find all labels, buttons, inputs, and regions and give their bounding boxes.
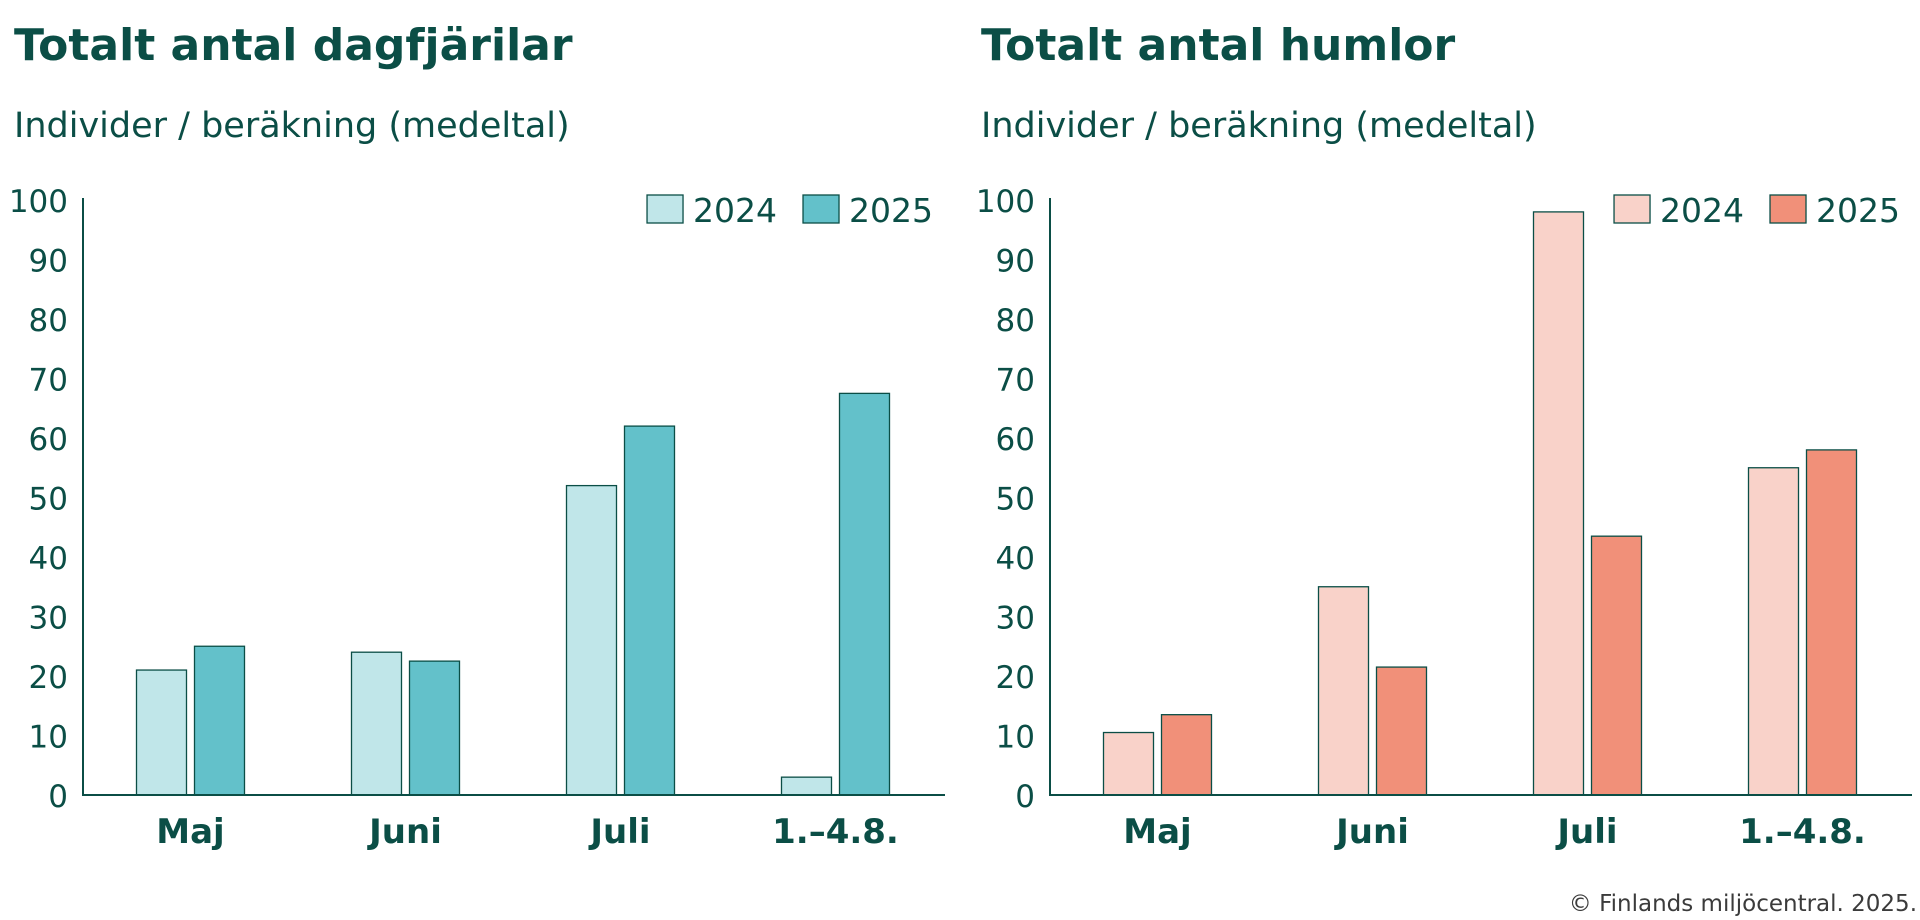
y-tick-label: 30 [996,601,1035,637]
y-tick-label: 100 [976,184,1035,220]
legend-label-2024: 2024 [1660,191,1744,230]
x-category-label: 1.–4.8. [1739,812,1866,852]
bar-2024-1 [135,669,188,796]
bar-2024-4 [780,776,833,796]
legend-label-2024: 2024 [693,191,777,230]
bar-2025-2 [1375,666,1428,796]
chart-title: Totalt antal humlor [981,20,1456,71]
y-tick-label: 60 [29,422,68,458]
copyright-notice: © Finlands miljöcentral. 2025. [1568,891,1917,917]
y-tick-label: 80 [29,303,68,339]
y-tick-label: 30 [29,601,68,637]
bar-2025-1 [193,645,246,796]
chart-subtitle: Individer / beräkning (medeltal) [14,106,570,146]
y-tick-label: 80 [996,303,1035,339]
y-tick-label: 0 [48,779,68,815]
y-tick-label: 20 [996,660,1035,696]
bar-chart-bumblebees: 0 10 20 30 40 50 60 70 80 90 100 Maj Juni Juli 1.–4.8.… [976,184,1912,852]
legend-swatch-2025 [1769,194,1807,224]
bar-2024-2 [1317,586,1370,796]
y-tick-label: 40 [29,541,68,577]
chart-title: Totalt antal dagfjärilar [14,20,573,71]
x-category-label: Maj [1123,812,1191,852]
bar-chart-butterflies: 0 10 20 30 40 50 60 70 80 90 100 Maj Juni Juli 1.–4.8.… [9,184,945,852]
x-category-label: Juni [367,812,442,852]
legend-swatch-2024 [1613,194,1651,224]
bar-2025-3 [1590,535,1643,796]
bar-2025-3 [623,425,676,796]
x-category-label: Maj [156,812,224,852]
legend-label-2025: 2025 [1816,191,1900,230]
bar-2025-4 [838,392,891,796]
y-tick-label: 90 [29,244,68,280]
bar-2024-4 [1747,467,1800,796]
y-tick-label: 70 [29,363,68,399]
bar-2025-1 [1160,714,1213,796]
bar-2024-3 [1532,211,1585,796]
bar-2024-3 [565,484,618,796]
y-tick-label: 100 [9,184,68,220]
chart-panel-bumblebees: Totalt antal humlor Individer / beräknin… [967,0,1920,880]
bar-2024-1 [1102,731,1155,796]
bar-2024-2 [350,651,403,796]
y-tick-label: 10 [29,720,68,756]
x-category-label: Juni [1334,812,1409,852]
x-category-label: 1.–4.8. [772,812,899,852]
y-tick-label: 50 [996,482,1035,518]
y-tick-label: 90 [996,244,1035,280]
y-tick-label: 60 [996,422,1035,458]
y-tick-label: 0 [1015,779,1035,815]
y-tick-label: 50 [29,482,68,518]
y-tick-label: 70 [996,363,1035,399]
legend-label-2025: 2025 [849,191,933,230]
y-tick-label: 10 [996,720,1035,756]
chart-subtitle: Individer / beräkning (medeltal) [981,106,1537,146]
legend-swatch-2025 [802,194,840,224]
x-category-label: Juli [1555,812,1617,852]
bar-2025-4 [1805,449,1858,796]
bar-2025-2 [408,660,461,796]
y-tick-label: 20 [29,660,68,696]
chart-panel-butterflies: Totalt antal dagfjärilar Individer / ber… [0,0,960,880]
y-tick-label: 40 [996,541,1035,577]
x-category-label: Juli [588,812,650,852]
legend-swatch-2024 [646,194,684,224]
